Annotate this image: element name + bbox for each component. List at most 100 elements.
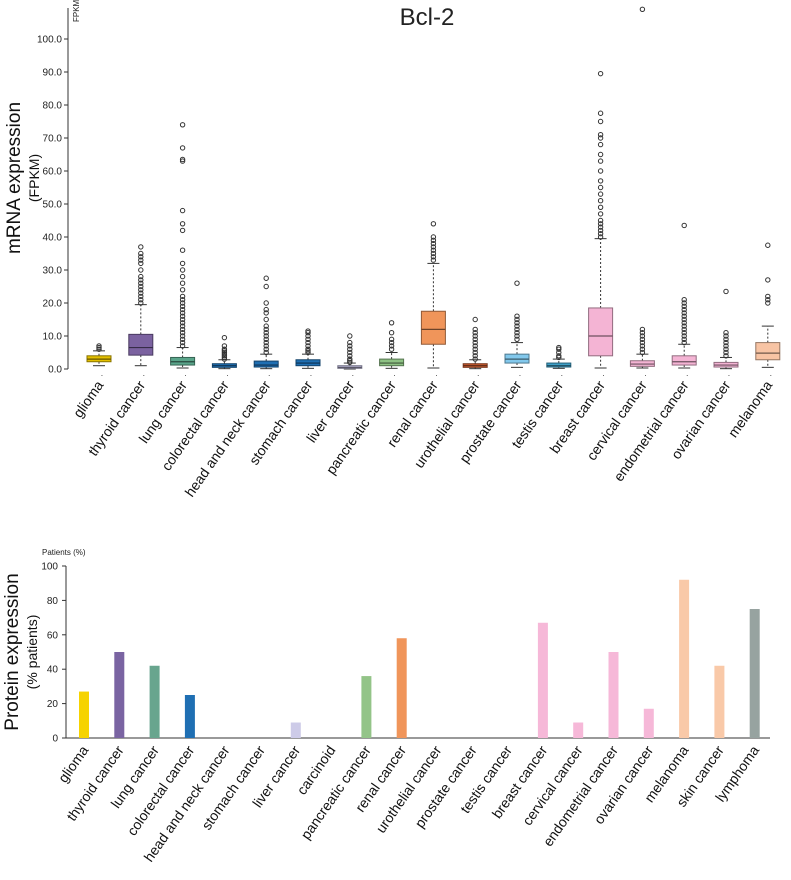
mrna-category-label: endometrial cancer bbox=[610, 377, 692, 484]
outlier-point bbox=[681, 313, 687, 319]
outlier-point bbox=[138, 283, 144, 290]
outlier-point bbox=[723, 349, 729, 356]
box-dot: · bbox=[560, 371, 563, 380]
outlier-point bbox=[723, 339, 729, 346]
mrna-y-axis-label: mRNA expression bbox=[4, 102, 25, 254]
outlier-point bbox=[263, 339, 269, 346]
outlier-point bbox=[305, 343, 311, 349]
box-renal-cancer: · bbox=[420, 221, 446, 380]
box-stomach-cancer: · bbox=[295, 328, 321, 380]
outlier-point bbox=[305, 330, 311, 336]
outlier-point bbox=[347, 349, 353, 356]
mrna-y-tick-label: 20.0 bbox=[43, 299, 63, 310]
outlier-point bbox=[96, 346, 102, 352]
outlier-point bbox=[347, 333, 353, 339]
outlier-point bbox=[639, 336, 646, 342]
box-iqr bbox=[420, 310, 446, 345]
box-iqr bbox=[546, 362, 572, 368]
box-dot: · bbox=[644, 371, 647, 380]
outlier-point bbox=[597, 198, 604, 204]
protein-y-tick-label: 0 bbox=[52, 734, 58, 745]
outlier-point bbox=[639, 339, 646, 346]
outlier-point bbox=[597, 132, 604, 138]
outlier-point bbox=[681, 303, 687, 309]
protein-y-tick-label: 80 bbox=[47, 596, 59, 607]
outlier-point bbox=[472, 326, 478, 333]
outlier-point bbox=[723, 288, 729, 295]
mrna-y-tick-label: 100.0 bbox=[37, 35, 62, 46]
outlier-point bbox=[472, 333, 478, 339]
outlier-point bbox=[138, 297, 144, 303]
outlier-point bbox=[221, 346, 228, 352]
outlier-point bbox=[179, 267, 186, 273]
outlier-point bbox=[597, 227, 604, 234]
outlier-point bbox=[514, 330, 520, 336]
outlier-point bbox=[514, 323, 520, 329]
bar-breast-cancer bbox=[537, 622, 548, 738]
outlier-point bbox=[430, 240, 437, 247]
outlier-point bbox=[179, 247, 186, 253]
protein-y-tick-label: 60 bbox=[47, 630, 59, 641]
outlier-point bbox=[179, 330, 186, 336]
outlier-point bbox=[221, 351, 228, 357]
bar-renal-cancer bbox=[396, 638, 407, 738]
outlier-point bbox=[305, 328, 311, 334]
outlier-point bbox=[639, 346, 646, 352]
protein-category-label: glioma bbox=[55, 742, 92, 785]
outlier-point bbox=[430, 221, 437, 227]
outlier-point bbox=[681, 333, 687, 339]
outlier-point bbox=[179, 303, 186, 309]
outlier-point bbox=[179, 227, 186, 234]
box-urothelial-cancer: · bbox=[462, 316, 488, 380]
outlier-point bbox=[263, 323, 269, 329]
outlier-point bbox=[723, 336, 729, 342]
outlier-point bbox=[138, 250, 144, 257]
outlier-point bbox=[597, 191, 604, 197]
outlier-point bbox=[263, 283, 269, 290]
outlier-point bbox=[179, 320, 186, 326]
outlier-point bbox=[597, 211, 604, 217]
outlier-point bbox=[514, 333, 520, 339]
outlier-point bbox=[138, 257, 144, 263]
outlier-point bbox=[221, 334, 228, 341]
box-liver-cancer: · bbox=[337, 333, 363, 380]
protein-y-axis-label: Protein expression bbox=[2, 573, 23, 730]
outlier-point bbox=[305, 339, 311, 346]
box-dot: · bbox=[226, 371, 229, 380]
outlier-point bbox=[430, 250, 437, 257]
protein-unit-label: Patients (%) bbox=[42, 548, 86, 557]
outlier-point bbox=[723, 343, 729, 349]
outlier-point bbox=[430, 244, 437, 250]
outlier-point bbox=[263, 310, 269, 316]
box-iqr bbox=[755, 342, 781, 361]
bar-melanoma bbox=[679, 579, 690, 738]
outlier-point bbox=[597, 178, 604, 184]
outlier-point bbox=[681, 326, 687, 333]
outlier-point bbox=[597, 70, 604, 77]
box-dot: · bbox=[268, 371, 271, 380]
outlier-point bbox=[138, 290, 144, 296]
outlier-point bbox=[430, 237, 437, 244]
mrna-y-axis-sublabel: (FPKM) bbox=[26, 154, 42, 202]
outlier-point bbox=[179, 339, 186, 346]
mrna-y-tick-label: 50.0 bbox=[43, 200, 63, 211]
outlier-point bbox=[639, 6, 646, 13]
mrna-category-label: glioma bbox=[70, 377, 107, 420]
outlier-point bbox=[472, 336, 478, 342]
outlier-point bbox=[681, 323, 687, 329]
bar-thyroid-cancer bbox=[114, 652, 125, 738]
outlier-point bbox=[472, 346, 478, 352]
outlier-point bbox=[138, 267, 144, 273]
outlier-point bbox=[472, 339, 478, 346]
box-dot: · bbox=[310, 371, 313, 380]
box-thyroid-cancer: · bbox=[128, 244, 154, 380]
box-colorectal-cancer: · bbox=[211, 334, 237, 380]
outlier-point bbox=[179, 207, 186, 214]
box-dot: · bbox=[602, 371, 605, 380]
outlier-point bbox=[221, 348, 228, 354]
bar-cervical-cancer bbox=[573, 722, 584, 738]
box-dot: · bbox=[769, 371, 772, 380]
box-ovarian-cancer: · bbox=[713, 288, 739, 380]
box-iqr bbox=[379, 358, 405, 367]
outlier-point bbox=[597, 204, 604, 211]
